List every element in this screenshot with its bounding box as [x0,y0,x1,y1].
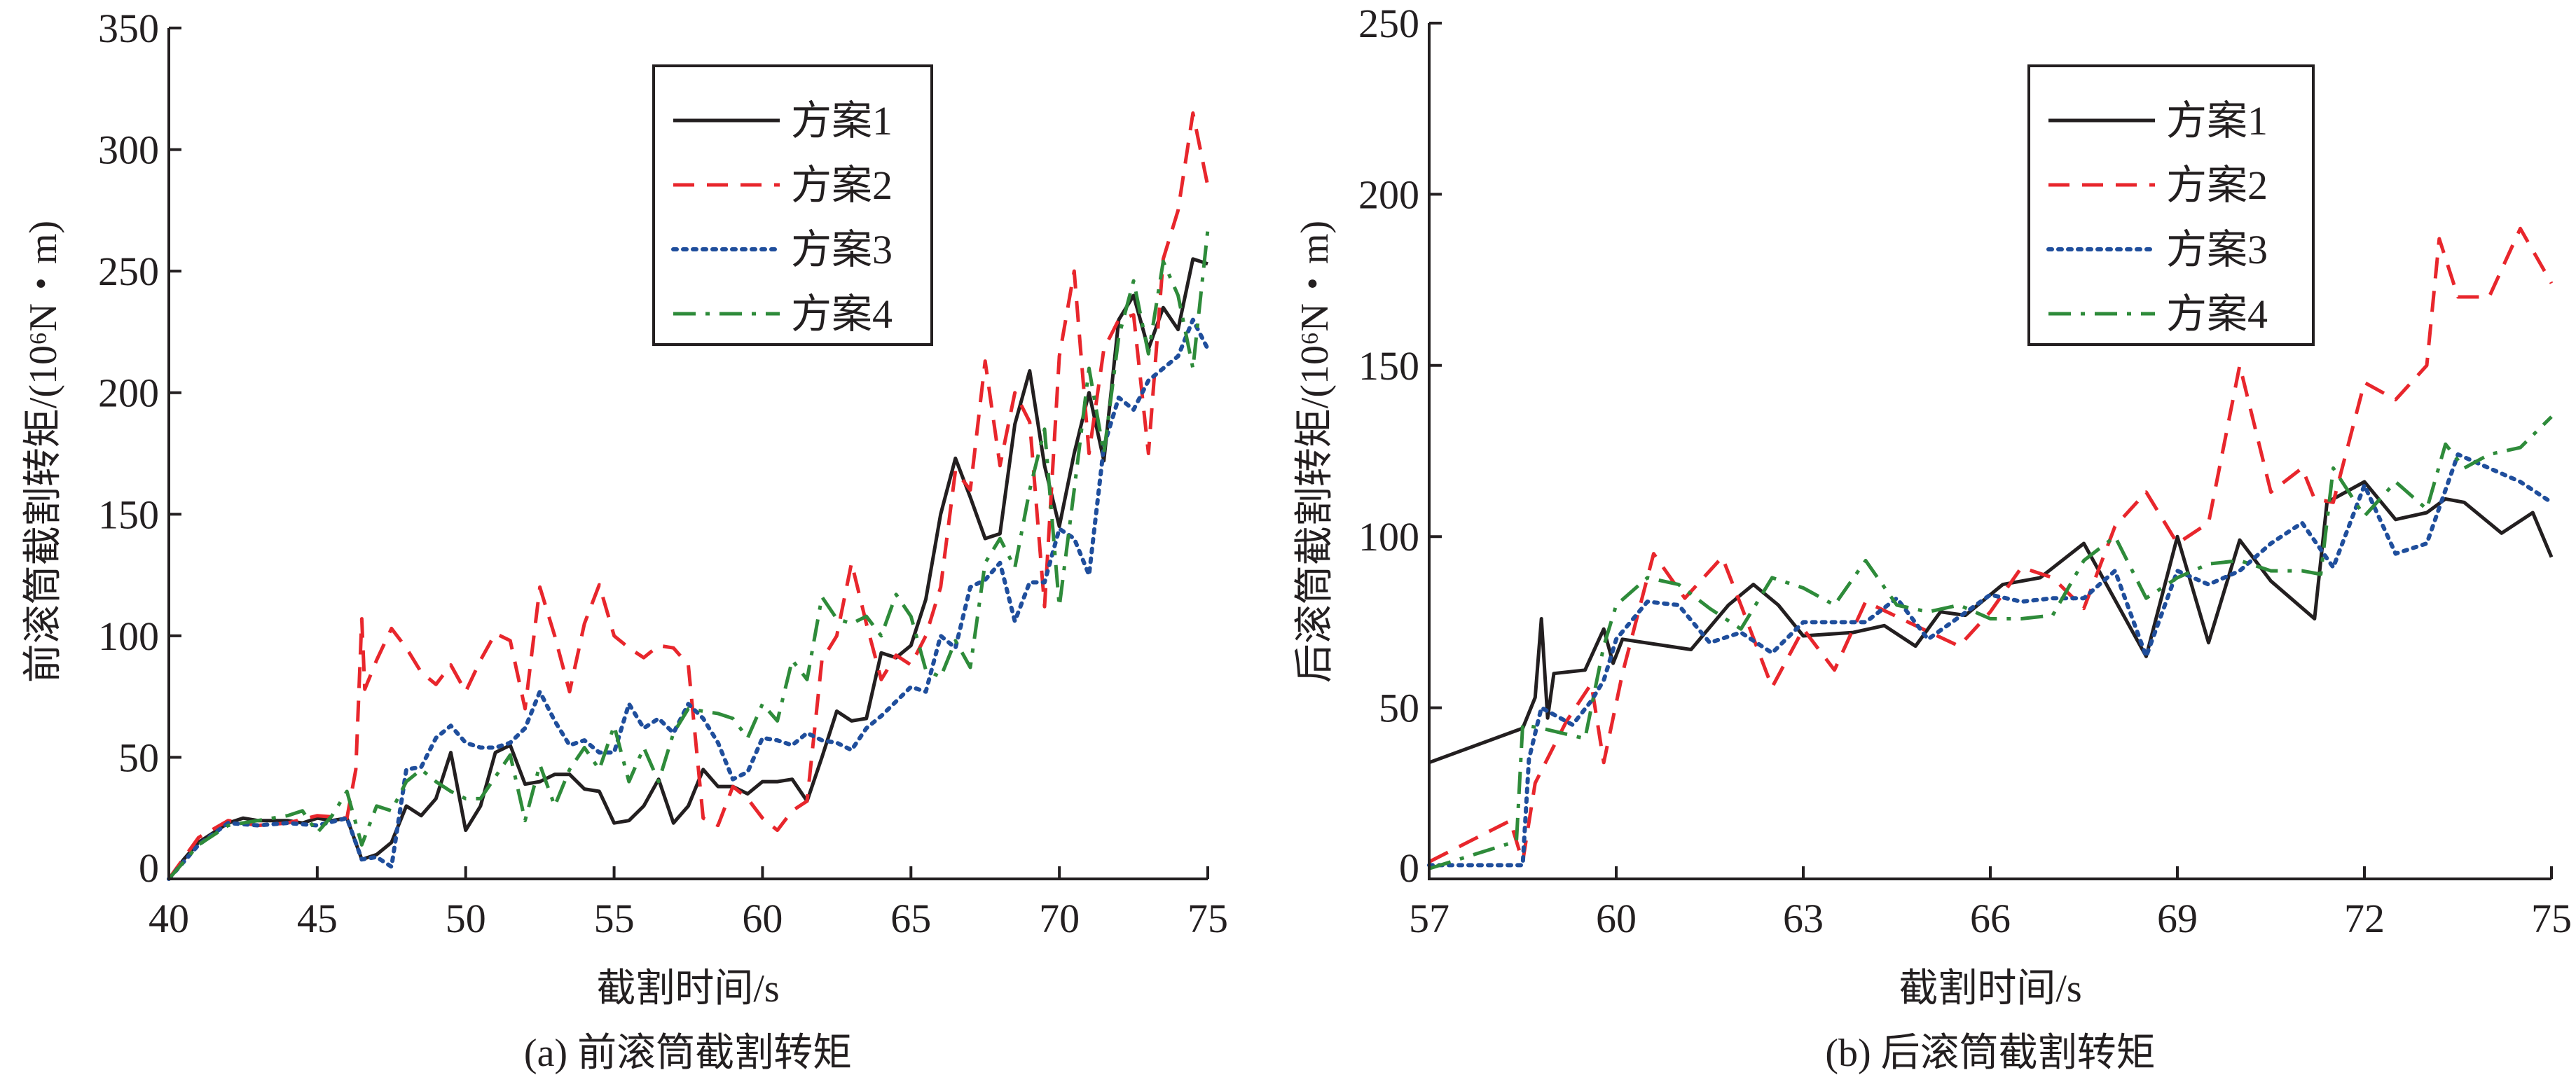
axes [1428,23,2551,880]
legend-label-4: 方案4 [791,291,893,337]
series-line-1 [167,257,1208,880]
y-axis-label: 前滚筒截割转矩/(10⁶N・m) [22,221,65,683]
series-line-1 [1428,480,2554,765]
series-line-2 [1428,226,2554,864]
x-tick-label: 75 [2531,896,2572,941]
x-tick-label: 40 [149,896,189,941]
x-tick-label: 45 [297,896,338,941]
x-tick-label: 72 [2344,896,2385,941]
series-line-2 [167,111,1210,880]
y-tick-label: 300 [98,127,159,173]
chart-front-drum-torque: 前滚筒截割转矩/(10⁶N・m) 截割时间/s (a) 前滚筒截割转矩 0 50 1… [22,6,1228,1075]
x-tick-label: 63 [1783,896,1824,941]
x-tick-label: 60 [742,896,783,941]
legend: 方案1 方案2 方案3 方案4 [2027,64,2315,346]
y-tick-label: 0 [1399,845,1419,891]
y-tick-label: 200 [1358,172,1419,217]
legend-label-4: 方案4 [2166,291,2268,337]
legend-label-3: 方案3 [2166,227,2268,272]
chart-caption: (b) 后滚筒截割转矩 [1825,1032,2155,1075]
legend-label-1: 方案1 [2166,98,2268,144]
y-tick-label: 250 [98,249,159,294]
y-tick-label: 200 [98,370,159,416]
chart-rear-drum-torque: 后滚筒截割转矩/(10⁶N・m) 截割时间/s (b) 后滚筒截割转矩 0 50 1… [1293,1,2572,1075]
y-tick-label: 0 [139,845,159,891]
y-tick-label: 350 [98,6,159,51]
y-tick-label: 50 [1379,686,1419,731]
legend-box [652,64,933,346]
x-tick-label: 70 [1039,896,1080,941]
y-tick-label: 150 [98,492,159,537]
x-tick-label: 75 [1187,896,1228,941]
series-line-4 [1428,415,2553,871]
x-tick-label: 55 [594,896,635,941]
x-tick-label: 50 [446,896,486,941]
legend-label-3: 方案3 [791,227,893,272]
chart-caption: (a) 前滚筒截割转矩 [524,1032,852,1075]
x-tick-label: 60 [1596,896,1637,941]
x-tick-label: 69 [2157,896,2198,941]
legend-box [2027,64,2315,346]
y-tick-label: 150 [1358,343,1419,389]
y-tick-label: 50 [118,735,159,780]
x-axis-label: 截割时间/s [1899,967,2081,1011]
y-tick-label: 100 [1358,514,1419,560]
x-axis-label: 截割时间/s [596,967,779,1011]
y-tick-label: 100 [98,613,159,659]
legend: 方案1 方案2 方案3 方案4 [652,64,933,346]
series-line-4 [167,229,1210,880]
y-tick-label: 250 [1358,1,1419,46]
x-tick-label: 57 [1409,896,1449,941]
y-axis-label: 后滚筒截割转矩/(10⁶N・m) [1293,221,1337,683]
legend-label-1: 方案1 [791,98,893,144]
x-tick-label: 65 [890,896,931,941]
legend-label-2: 方案2 [791,162,893,208]
series-line-3 [167,317,1210,881]
x-tick-label: 66 [1970,896,2011,941]
series-line-3 [1427,452,2554,868]
legend-label-2: 方案2 [2166,162,2268,208]
